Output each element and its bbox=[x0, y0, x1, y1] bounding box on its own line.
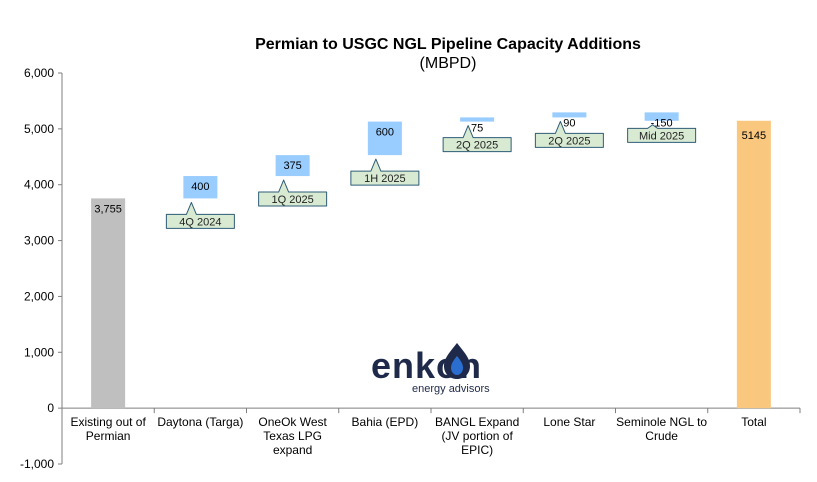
x-category-label-line: (JV portion of bbox=[441, 429, 513, 443]
timing-callout bbox=[165, 201, 235, 229]
bar-step-label: 375 bbox=[283, 160, 301, 172]
x-category-label-line: EPIC) bbox=[461, 443, 493, 457]
timing-callout bbox=[350, 158, 420, 186]
bar-base bbox=[91, 198, 126, 409]
bar-step bbox=[367, 121, 402, 156]
flame-inner-icon bbox=[451, 356, 463, 375]
x-category-label-line: BANGL Expand bbox=[435, 415, 519, 429]
bar-step-label: 75 bbox=[471, 122, 483, 134]
bar-step-label: 600 bbox=[376, 127, 394, 139]
x-category-label: OneOk West Texas LPG expand bbox=[258, 415, 327, 457]
x-category-label-line: Crude bbox=[645, 429, 678, 443]
x-category-label-line: Permian bbox=[86, 429, 131, 443]
x-category-label-line: Existing out of bbox=[70, 415, 146, 429]
timing-callout-label: Mid 2025 bbox=[639, 130, 684, 142]
x-category-label: Seminole NGL to Crude bbox=[616, 415, 707, 443]
enkon-logo: enkon energy advisors bbox=[371, 343, 490, 395]
x-category-label-line: Lone Star bbox=[543, 415, 595, 429]
x-category-label: BANGL Expand (JV portion of EPIC) bbox=[435, 415, 519, 457]
x-category-label: Total bbox=[741, 415, 766, 429]
x-category-label-line: Texas LPG bbox=[263, 429, 322, 443]
bar-step bbox=[460, 117, 495, 122]
y-tick-label: 2,000 bbox=[24, 289, 54, 303]
y-tick-label: 4,000 bbox=[24, 178, 54, 192]
bar-step-label: 400 bbox=[191, 181, 209, 193]
bar-total-label: 5145 bbox=[742, 130, 766, 142]
timing-callout-label: 2Q 2025 bbox=[456, 140, 498, 152]
timing-callout bbox=[258, 179, 328, 207]
x-category-label: Existing out of Permian bbox=[70, 415, 146, 443]
callouts-layer: 4Q 2024 1Q 2025 1H 2025 2Q 2025 2Q 2025 Mid 2… bbox=[165, 120, 697, 229]
chart-subtitle: (MBPD) bbox=[420, 55, 477, 72]
axis-layer: -1,000 0 1,000 2,000 3,000 4,000 5,000 6,000 Exi… bbox=[20, 66, 801, 471]
y-tick-label: 5,000 bbox=[24, 122, 54, 136]
timing-callout-label: 4Q 2024 bbox=[179, 216, 221, 228]
bars-layer: 3,755 400 375 600 75 90 -150 5145 bbox=[91, 112, 771, 409]
y-tick-label: 0 bbox=[47, 401, 54, 415]
x-category-label: Daytona (Targa) bbox=[157, 415, 243, 429]
timing-callout-label: 1H 2025 bbox=[364, 173, 406, 185]
timing-callout bbox=[442, 125, 512, 153]
x-category-label-line: expand bbox=[273, 443, 312, 457]
x-category-label-line: OneOk West bbox=[258, 415, 327, 429]
y-tick-label: 6,000 bbox=[24, 66, 54, 80]
x-category-label: Bahia (EPD) bbox=[352, 415, 419, 429]
x-category-label-line: Bahia (EPD) bbox=[352, 415, 419, 429]
timing-callout bbox=[627, 124, 697, 143]
bar-step bbox=[644, 112, 679, 121]
x-category-label-line: Total bbox=[741, 415, 766, 429]
bar-step bbox=[183, 176, 218, 199]
bar-step bbox=[552, 112, 587, 118]
x-category-label: Lone Star bbox=[543, 415, 595, 429]
bar-step bbox=[275, 155, 310, 177]
logo-tagline: energy advisors bbox=[412, 383, 490, 395]
x-category-label-line: Daytona (Targa) bbox=[157, 415, 243, 429]
bar-base-label: 3,755 bbox=[94, 203, 122, 215]
y-tick-label: -1,000 bbox=[20, 457, 54, 471]
timing-callout-label: 2Q 2025 bbox=[548, 135, 590, 147]
y-tick-label: 1,000 bbox=[24, 345, 54, 359]
x-category-label-line: Seminole NGL to bbox=[616, 415, 707, 429]
timing-callout bbox=[534, 120, 604, 148]
bar-step-label: -150 bbox=[651, 117, 673, 129]
y-tick-label: 3,000 bbox=[24, 234, 54, 248]
chart-title: Permian to USGC NGL Pipeline Capacity Ad… bbox=[255, 36, 641, 53]
timing-callout-label: 1Q 2025 bbox=[272, 194, 314, 206]
bar-step-label: 90 bbox=[563, 117, 575, 129]
bar-total bbox=[736, 120, 771, 409]
